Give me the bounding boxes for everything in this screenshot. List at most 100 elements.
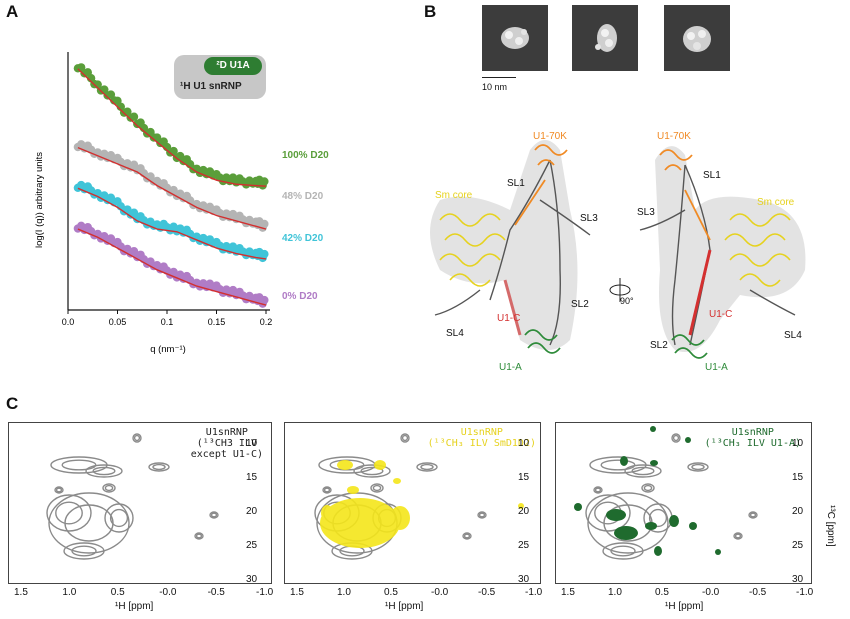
nmr-contour-peak (585, 494, 631, 532)
right-u1-70k (659, 149, 711, 241)
nmr-contour-peak (210, 512, 218, 518)
nmr-contour-peak (643, 484, 653, 492)
label-left-u1-c: U1-C (497, 313, 521, 324)
nmr-spectrum-1-plot (46, 433, 219, 560)
nmr-spectrum-2-title: U1snRNP (460, 427, 503, 438)
nmr-x-tick-label: -0.5 (478, 587, 496, 598)
nmr-contour-peak (353, 464, 391, 478)
nmr-x-tick-label: 0.5 (655, 587, 669, 598)
nmr-contour-peak (104, 503, 134, 533)
nmr-contour-peak (71, 545, 97, 557)
nmr-spectrum-3-title: U1snRNP (731, 427, 774, 438)
nmr-contour-peak (587, 492, 669, 554)
nmr-x-tick-label: 1.0 (337, 587, 351, 598)
nmr-spectrum-3-overlay-peaks (574, 426, 721, 556)
nmr-contour-peak (600, 459, 636, 471)
label-right-sl2: SL2 (650, 340, 668, 351)
saxs-series-label-42: 42% D20 (282, 233, 324, 244)
saxs-series-label-48: 48% D20 (282, 191, 324, 202)
nmr-x-tick-label: 1.5 (290, 587, 304, 598)
nmr-x-tick-label: 0.5 (384, 587, 398, 598)
nmr-contour-peak (55, 501, 83, 525)
nmr-spectrum-3: U1snRNP (¹³CH₃ ILV U1-A) (555, 422, 812, 584)
saxs-data-point (129, 208, 139, 217)
nmr-contour-peak (133, 434, 141, 442)
nmr-contour-peak (748, 511, 758, 519)
saxs-series-group (73, 63, 269, 308)
label-right-sm-core: Sm core (757, 197, 795, 208)
nmr-contour-peak (48, 492, 130, 554)
nmr-spectrum-1-reference-peaks (46, 433, 219, 560)
nmr-contour-peak (478, 512, 486, 518)
nmr-spectrum-2-plot (314, 433, 524, 560)
left-u1-c (503, 279, 522, 336)
saxs-series-3 (73, 221, 269, 308)
saxs-data-point (129, 112, 139, 121)
nmr-contour-peak (624, 464, 662, 478)
nmr-x-tick-label: 1.5 (561, 587, 575, 598)
saxs-series-0 (73, 63, 269, 190)
saxs-legend: ²D U1A ¹H U1 snRNP (174, 55, 266, 99)
nmr-y-tick-label: 10 (246, 438, 258, 449)
nmr-contour-peak (648, 508, 668, 528)
nmr-contour-peak (46, 494, 92, 532)
nmr-spectrum-3-plot (574, 426, 758, 560)
nmr-contour-peak (401, 434, 409, 442)
nmr-contour-peak (63, 542, 105, 560)
nmr-contour-peak (360, 466, 384, 476)
label-left-sl3: SL3 (580, 213, 598, 224)
nmr-contour-peak (400, 433, 410, 443)
em-class-average-3 (664, 5, 730, 71)
saxs-y-axis-label: log(I (q)) arbitrary units (34, 152, 45, 248)
nmr-contour-peak (322, 486, 332, 494)
em-scale-label: 10 nm (482, 82, 508, 92)
nmr-x-tick-label: -0.0 (159, 587, 177, 598)
em-scale-bar (482, 77, 516, 78)
nmr-contour-peak (109, 508, 129, 528)
rotation-label: 90° (620, 296, 634, 306)
nmr-contour-peak (102, 483, 116, 493)
label-left-u1-a: U1-A (499, 362, 522, 373)
nmr-x-tick-label: -0.0 (431, 587, 449, 598)
nmr-x-tick-label: 1.5 (14, 587, 28, 598)
nmr-y-tick-label: 15 (792, 472, 804, 483)
nmr-y-tick-label: 25 (518, 540, 530, 551)
nmr-contour-peak (92, 466, 116, 476)
saxs-x-tick-label: 0.1 (161, 317, 174, 327)
right-em-envelope (655, 146, 806, 352)
left-u1-70k (514, 144, 568, 226)
saxs-data-point (260, 249, 269, 259)
nmr-x-tick-label: 0.5 (110, 587, 125, 598)
saxs-data-point (260, 177, 269, 186)
nmr-spectrum-1-subtitle2: except U1-C) (190, 449, 263, 460)
label-left-sm-core: Sm core (435, 190, 473, 201)
nmr-contour-peak (104, 484, 114, 492)
nmr-spectrum-2-title-block: U1snRNP (¹³CH₃ ILV SmD1D2) (428, 427, 536, 449)
saxs-x-tick-label: 0.15 (208, 317, 226, 327)
panel-letter-c: C (6, 394, 19, 413)
nmr-y-tick-label: 20 (246, 506, 258, 517)
saxs-x-tick-label: 0.05 (109, 317, 127, 327)
nmr-contour-peak (61, 459, 97, 471)
nmr-spectrum-1-title-block: U1snRNP (¹³CH3 ILV except U1-C) (191, 427, 263, 460)
nmr-y-tick-label: 20 (792, 506, 804, 517)
nmr-x-tick-label: -0.5 (207, 587, 225, 598)
nmr-contour-peak (195, 533, 203, 539)
nmr-contour-peak (672, 434, 680, 442)
nmr-contour-peak (209, 511, 219, 519)
nmr-contour-peak (462, 532, 472, 540)
nmr-x-tick-label: 1.0 (62, 587, 77, 598)
nmr-x-tick-label: 1.0 (608, 587, 622, 598)
saxs-data-point (260, 295, 269, 305)
label-right-sl1: SL1 (703, 170, 721, 181)
saxs-chart: 0.0 0.05 0.1 0.15 0.2 log(I (q)) arbitrary u… (34, 52, 272, 355)
nmr-x-label-1: ¹H [ppm] (115, 601, 154, 612)
nmr-y-tick-label: 30 (518, 574, 530, 585)
nmr-contour-peak (734, 533, 742, 539)
nmr-contour-peak (463, 533, 471, 539)
saxs-x-tick-label: 0.0 (62, 317, 75, 327)
em-class-average-2 (572, 5, 638, 71)
label-left-sl2: SL2 (571, 299, 589, 310)
label-right-sl3: SL3 (637, 207, 655, 218)
label-left-sl1: SL1 (507, 178, 525, 189)
